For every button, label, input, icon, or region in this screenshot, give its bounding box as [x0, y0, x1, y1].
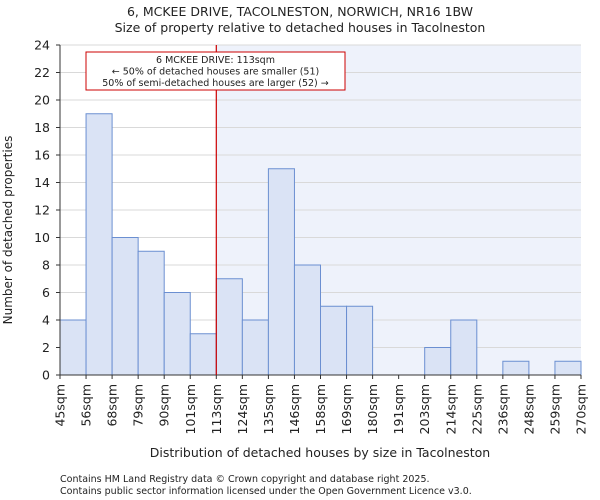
x-tick-label: 236sqm — [495, 384, 510, 434]
y-tick-label: 4 — [42, 313, 50, 328]
y-tick-label: 14 — [34, 175, 50, 190]
x-tick-label: 45sqm — [53, 384, 68, 427]
x-tick-label: 146sqm — [287, 384, 302, 434]
x-tick-label: 169sqm — [339, 384, 354, 434]
bar-68sqm[interactable] — [111, 237, 139, 376]
footer-line-1: Contains HM Land Registry data © Crown c… — [60, 474, 430, 485]
x-tick-label: 68sqm — [105, 384, 120, 427]
y-tick-label: 12 — [34, 203, 50, 218]
x-tick-label: 113sqm — [209, 384, 224, 434]
bar-113sqm[interactable] — [215, 278, 243, 376]
x-tick-label: 90sqm — [157, 384, 172, 427]
x-axis-label: Distribution of detached houses by size … — [150, 445, 490, 460]
annotation-line-1: 6 MCKEE DRIVE: 113sqm — [156, 55, 275, 66]
x-tick-label: 203sqm — [417, 384, 432, 434]
footer-line-2: Contains public sector information licen… — [60, 486, 472, 497]
y-tick-label: 20 — [34, 93, 50, 108]
bar-158sqm[interactable] — [320, 305, 348, 376]
bar-56sqm[interactable] — [85, 113, 113, 376]
y-tick-label: 18 — [34, 120, 50, 135]
x-tick-label: 259sqm — [547, 384, 562, 434]
x-tick-label: 124sqm — [235, 384, 250, 434]
annotation-line-3: 50% of semi-detached houses are larger (… — [102, 78, 329, 89]
x-tick-label: 270sqm — [574, 384, 589, 434]
y-tick-label: 22 — [34, 65, 50, 80]
x-tick-label: 180sqm — [365, 384, 380, 434]
x-tick-label: 225sqm — [469, 384, 484, 434]
x-tick-label: 214sqm — [443, 384, 458, 434]
bar-146sqm[interactable] — [293, 264, 322, 376]
y-tick-label: 6 — [42, 285, 50, 300]
y-tick-label: 2 — [42, 340, 50, 355]
bar-79sqm[interactable] — [137, 250, 165, 376]
x-tick-label: 101sqm — [183, 384, 198, 434]
bar-124sqm[interactable] — [241, 319, 269, 376]
y-tick-label: 24 — [34, 38, 50, 53]
annotation-line-2: ← 50% of detached houses are smaller (51… — [112, 67, 319, 78]
bar-135sqm[interactable] — [267, 168, 295, 376]
bar-214sqm[interactable] — [450, 319, 478, 376]
x-tick-label: 191sqm — [391, 384, 406, 434]
bar-203sqm[interactable] — [424, 347, 452, 376]
chart-subtitle: Size of property relative to detached ho… — [115, 20, 486, 35]
x-tick-label: 79sqm — [131, 384, 146, 427]
x-tick-label: 248sqm — [521, 384, 536, 434]
bar-101sqm[interactable] — [189, 333, 217, 376]
bar-90sqm[interactable] — [163, 292, 191, 376]
y-axis-label: Number of detached properties — [1, 136, 15, 325]
x-tick-label: 135sqm — [261, 384, 276, 434]
bar-236sqm[interactable] — [502, 360, 530, 376]
chart-title: 6, MCKEE DRIVE, TACOLNESTON, NORWICH, NR… — [127, 4, 473, 19]
y-tick-label: 16 — [34, 148, 50, 163]
y-tick-label: 10 — [34, 230, 50, 245]
x-tick-label: 158sqm — [313, 384, 328, 434]
bar-259sqm[interactable] — [554, 360, 582, 376]
y-tick-label: 0 — [42, 368, 50, 383]
x-tick-label: 56sqm — [79, 384, 94, 427]
annotation-box — [85, 51, 346, 91]
bar-169sqm[interactable] — [346, 305, 374, 376]
y-tick-label: 8 — [42, 258, 50, 273]
bar-45sqm[interactable] — [59, 319, 87, 376]
